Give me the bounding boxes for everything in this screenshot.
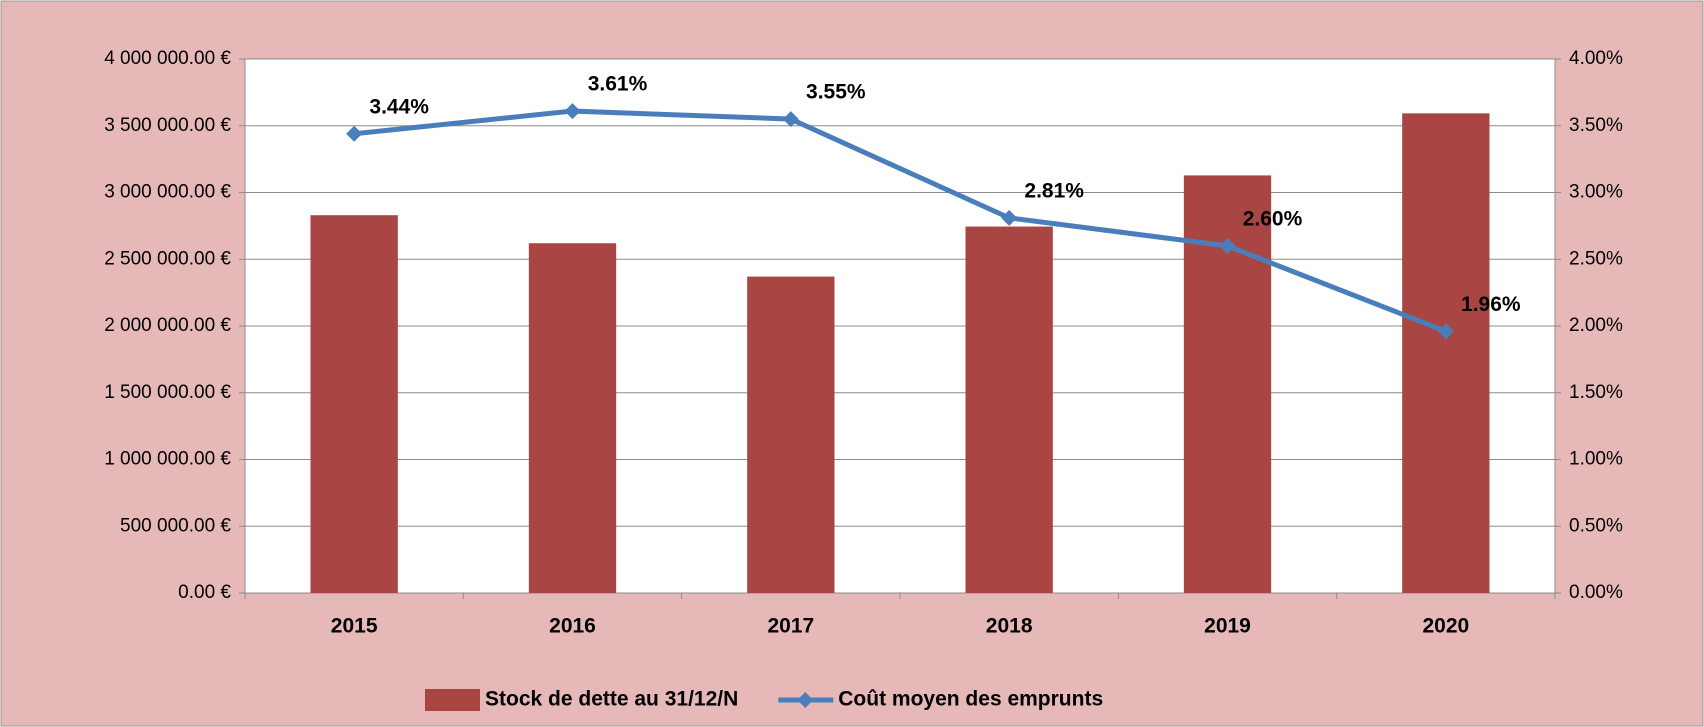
line-marker: [782, 111, 799, 128]
bar: [965, 226, 1053, 594]
y-tick-label: 2 500 000.00 €: [104, 248, 231, 269]
line-marker: [564, 103, 581, 120]
y2-tick-label: 1.00%: [1569, 449, 1623, 470]
bar: [528, 243, 617, 594]
y2-tick-label: 3.50%: [1569, 115, 1623, 136]
data-label: 3.44%: [369, 95, 429, 118]
legend-label: Coût moyen des emprunts: [838, 688, 1103, 711]
data-label: 3.61%: [588, 73, 648, 96]
x-tick-label: 2015: [331, 615, 378, 638]
y-tick-label: 1 000 000.00 €: [104, 449, 231, 470]
line-marker: [1437, 323, 1454, 340]
y2-tick-label: 0.50%: [1569, 515, 1623, 536]
y-tick-label: 1 500 000.00 €: [104, 382, 231, 403]
y-tick-label: 3 000 000.00 €: [104, 182, 231, 203]
data-label: 2.81%: [1024, 179, 1084, 202]
line-marker: [1219, 237, 1236, 254]
y2-tick-label: 0.00%: [1569, 582, 1623, 603]
y-tick-label: 2 000 000.00 €: [104, 315, 231, 336]
y-tick-label: 3 500 000.00 €: [104, 115, 231, 136]
y-tick-label: 500 000.00 €: [120, 515, 231, 536]
x-tick-label: 2020: [1422, 615, 1469, 638]
x-tick-label: 2016: [549, 615, 596, 638]
x-tick-label: 2018: [986, 615, 1033, 638]
x-tick-label: 2017: [767, 615, 814, 638]
line: [353, 108, 1447, 334]
x-tick-label: 2019: [1204, 615, 1251, 638]
legend-marker: [797, 692, 814, 708]
y-tick-label: 0.00 €: [178, 582, 231, 603]
y-tick-label: 4 000 000.00 €: [104, 48, 231, 69]
y2-tick-label: 2.00%: [1569, 315, 1623, 336]
y2-tick-label: 1.50%: [1569, 382, 1623, 403]
bar: [747, 276, 835, 593]
y2-tick-label: 4.00%: [1569, 48, 1623, 69]
data-label: 2.60%: [1243, 207, 1303, 230]
data-label: 3.55%: [806, 81, 866, 104]
bar: [1402, 113, 1490, 593]
y2-tick-label: 3.00%: [1569, 182, 1623, 203]
bar: [310, 215, 398, 593]
data-label: 1.96%: [1461, 293, 1521, 316]
legend-swatch: [425, 689, 480, 711]
line-marker: [1001, 209, 1018, 226]
line-marker: [346, 125, 363, 142]
legend-label: Stock de dette au 31/12/N: [485, 688, 738, 711]
y2-tick-label: 2.50%: [1569, 248, 1623, 269]
